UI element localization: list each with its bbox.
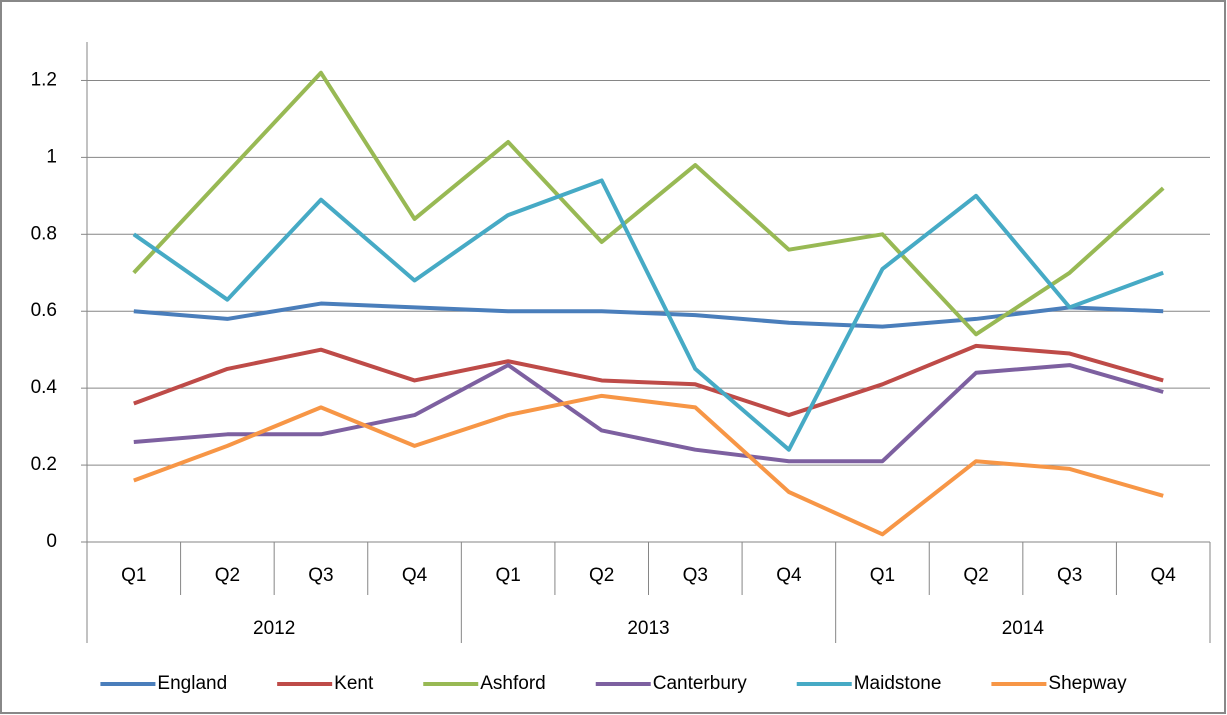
legend-item: Shepway: [991, 673, 1127, 694]
y-tick-label: 0.8: [31, 223, 57, 244]
y-tick-label: 0.6: [31, 300, 57, 321]
x-tick-label: Q3: [1057, 565, 1082, 586]
legend-item: Ashford: [423, 673, 546, 694]
legend-label: Canterbury: [653, 673, 747, 694]
x-tick-label: Q1: [870, 565, 895, 586]
legend-label: Ashford: [480, 673, 545, 694]
y-tick-label: 1: [46, 146, 57, 167]
legend-item: Kent: [277, 673, 374, 694]
x-tick-label: Q3: [683, 565, 708, 586]
x-tick-label: Q3: [308, 565, 333, 586]
series-line: [133, 343, 1164, 418]
legend-label: England: [157, 673, 227, 694]
legend-label: Maidstone: [854, 673, 942, 694]
legend-label: Kent: [334, 673, 374, 694]
y-tick-label: 0.4: [31, 377, 58, 398]
series-line: [132, 70, 1165, 337]
x-group-label: 2012: [253, 618, 295, 639]
x-tick-label: Q2: [963, 565, 988, 586]
x-tick-label: Q4: [1151, 565, 1177, 586]
x-tick-label: Q2: [215, 565, 240, 586]
x-tick-label: Q1: [495, 565, 520, 586]
series-line: [133, 393, 1164, 537]
legend-item: England: [100, 673, 227, 694]
y-tick-label: 1.2: [31, 69, 57, 90]
legend-item: Maidstone: [796, 673, 942, 694]
legend-item: Canterbury: [595, 673, 747, 694]
legend-label: Shepway: [1048, 673, 1127, 694]
x-tick-label: Q2: [589, 565, 614, 586]
x-tick-label: Q1: [121, 565, 146, 586]
series-line: [133, 363, 1164, 464]
y-tick-label: 0.2: [31, 454, 57, 475]
x-tick-label: Q4: [402, 565, 428, 586]
x-tick-label: Q4: [776, 565, 802, 586]
series-line: [133, 301, 1164, 329]
x-group-label: 2014: [1002, 618, 1045, 639]
series-line: [132, 178, 1164, 452]
x-group-label: 2013: [627, 618, 669, 639]
y-tick-label: 0: [46, 531, 57, 552]
